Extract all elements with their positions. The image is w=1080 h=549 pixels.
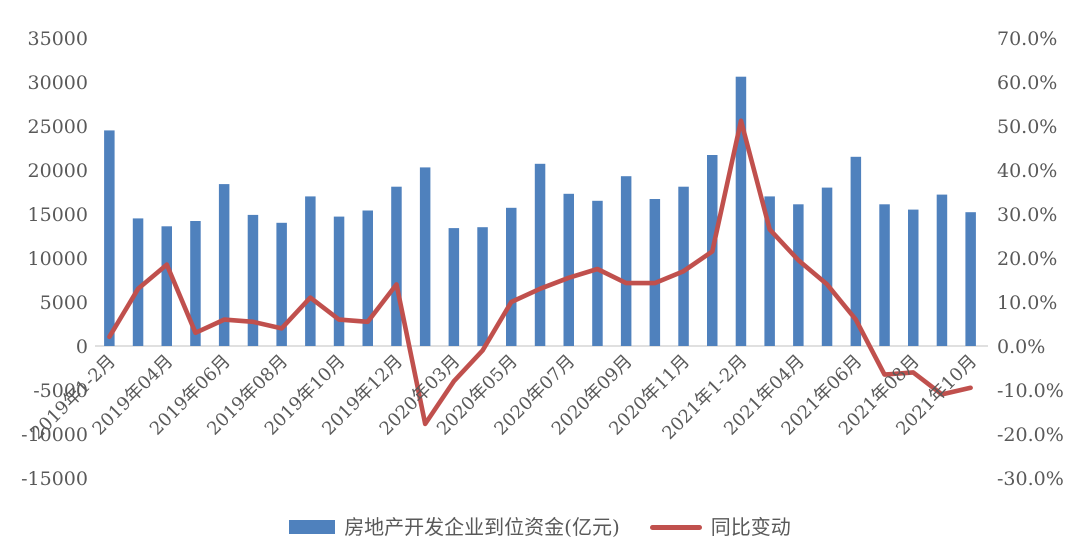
legend-item-yoy: 同比变动 — [649, 515, 791, 539]
bar — [448, 228, 460, 346]
bar — [821, 187, 833, 346]
legend-item-funds: 房地产开发企业到位资金(亿元) — [289, 517, 620, 537]
bar — [534, 163, 546, 346]
svg-text:5000: 5000 — [40, 292, 88, 314]
bar — [620, 176, 632, 346]
svg-text:0.0%: 0.0% — [997, 336, 1045, 358]
svg-text:-20.0%: -20.0% — [997, 424, 1064, 446]
svg-text:25000: 25000 — [28, 116, 88, 138]
bar — [419, 167, 431, 346]
legend: 房地产开发企业到位资金(亿元) 同比变动 — [0, 510, 1080, 544]
x-axis-tick-labels: 2019年1-2月2019年04月2019年06月2019年08月2019年10… — [27, 351, 981, 444]
bar — [678, 186, 689, 346]
bar — [592, 200, 603, 346]
bar — [908, 209, 919, 346]
svg-text:-30.0%: -30.0% — [997, 468, 1064, 490]
bar — [649, 199, 661, 346]
svg-text:70.0%: 70.0% — [997, 28, 1057, 50]
bar — [764, 196, 775, 346]
bar — [391, 186, 402, 346]
svg-text:-5000: -5000 — [33, 380, 88, 402]
bar — [161, 226, 172, 346]
bar — [477, 227, 488, 346]
right-axis-tick-labels: 70.0% 60.0% 50.0% 40.0% 30.0% 20.0% 10.0% 0.0% -… — [997, 28, 1064, 490]
svg-text:50.0%: 50.0% — [997, 116, 1057, 138]
svg-text:-15000: -15000 — [21, 468, 88, 490]
svg-text:10000: 10000 — [28, 248, 88, 270]
bar — [362, 210, 373, 346]
bar — [305, 196, 316, 346]
bar — [218, 184, 230, 346]
bar — [333, 216, 345, 346]
bar — [965, 212, 976, 346]
bar — [132, 218, 144, 346]
bar — [850, 156, 862, 346]
svg-text:60.0%: 60.0% — [997, 72, 1057, 94]
svg-text:15000: 15000 — [28, 204, 88, 226]
svg-text:30.0%: 30.0% — [997, 204, 1057, 226]
svg-text:-10000: -10000 — [21, 424, 88, 446]
line-series-yoy — [107, 118, 973, 427]
legend-label-funds: 房地产开发企业到位资金(亿元) — [344, 515, 620, 539]
svg-text:10.0%: 10.0% — [997, 292, 1057, 314]
bar — [506, 207, 517, 346]
bar — [190, 221, 201, 346]
bar — [563, 193, 574, 346]
svg-text:20.0%: 20.0% — [997, 248, 1057, 270]
bar — [793, 204, 804, 346]
svg-text:30000: 30000 — [28, 72, 88, 94]
bar — [276, 222, 287, 346]
left-axis-tick-labels: 35000 30000 25000 20000 15000 10000 5000 0 -5000… — [21, 28, 88, 490]
bar — [247, 214, 259, 346]
funds-bar-swatch-icon — [289, 520, 336, 534]
svg-text:20000: 20000 — [28, 160, 88, 182]
svg-text:0: 0 — [76, 336, 88, 358]
svg-text:35000: 35000 — [28, 28, 88, 50]
svg-text:40.0%: 40.0% — [997, 160, 1057, 182]
bar — [104, 130, 115, 346]
bar — [936, 194, 948, 346]
legend-label-yoy: 同比变动 — [710, 515, 791, 539]
yoy-line-swatch-icon — [649, 524, 702, 530]
svg-text:-10.0%: -10.0% — [997, 380, 1064, 402]
bar — [735, 76, 747, 346]
bar — [879, 204, 890, 346]
